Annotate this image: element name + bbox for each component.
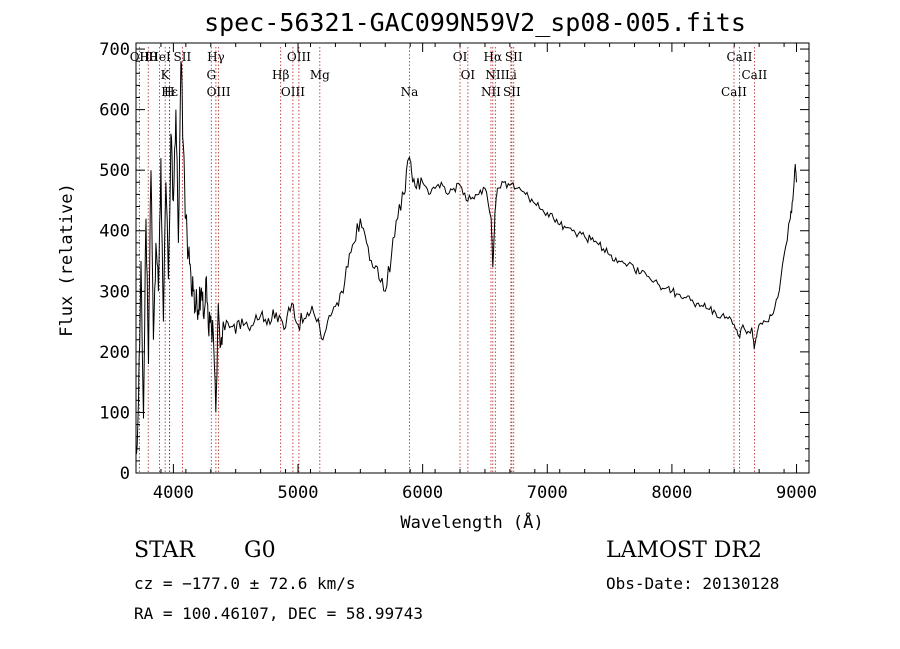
- y-tick-label: 600: [99, 101, 130, 121]
- y-tick-label: 300: [99, 282, 130, 302]
- line-marker-label: SII: [174, 50, 192, 64]
- y-axis-label: Flux (relative): [57, 183, 77, 337]
- line-marker-label: CaII: [741, 68, 767, 82]
- line-marker-label: Hγ: [207, 50, 225, 64]
- x-tick-label: 4000: [153, 483, 194, 503]
- ra-dec-coordinates: RA = 100.46107, DEC = 58.99743: [134, 604, 423, 623]
- line-marker-label: Hβ: [272, 68, 289, 82]
- y-tick-label: 0: [120, 464, 130, 484]
- line-marker-label: OI: [461, 68, 476, 82]
- x-tick-label: 9000: [776, 483, 817, 503]
- line-marker-label: SII: [503, 85, 521, 99]
- y-tick-label: 500: [99, 161, 130, 181]
- y-tick-label: 200: [99, 343, 130, 363]
- line-markers: [138, 47, 755, 473]
- y-axis: 0 100 200 300 400 500 600 700: [99, 40, 809, 484]
- x-tick-label: 8000: [651, 483, 692, 503]
- line-marker-label: CaII: [721, 85, 747, 99]
- line-marker-label: SII: [505, 50, 523, 64]
- line-marker-label: H: [164, 85, 174, 99]
- x-tick-label: 7000: [527, 483, 568, 503]
- line-marker-label: Hε: [161, 85, 178, 99]
- object-class: STAR: [134, 538, 195, 563]
- line-marker-label: Hα: [484, 50, 503, 64]
- x-axis: 4000 5000 6000 7000 8000 9000: [135, 43, 817, 503]
- plot-frame: [135, 42, 810, 474]
- line-marker-label: CaII: [727, 50, 753, 64]
- line-marker-label: OII: [130, 50, 150, 64]
- chart-title: spec-56321-GAC099N59V2_sp08-005.fits: [204, 8, 746, 37]
- line-marker-label: OIII: [207, 85, 231, 99]
- x-tick-label: 6000: [402, 483, 443, 503]
- y-tick-label: 100: [99, 403, 130, 423]
- line-marker-label: Na: [401, 85, 419, 99]
- survey-name: LAMOST DR2: [606, 538, 762, 563]
- y-tick-label: 700: [99, 40, 130, 60]
- x-tick-label: 5000: [278, 483, 319, 503]
- line-marker-label: HeI: [148, 50, 171, 64]
- line-marker-label: NII: [485, 68, 505, 82]
- object-subclass: G0: [244, 538, 276, 563]
- line-marker-label: OIII: [281, 85, 305, 99]
- line-marker-labels: Hθ KH OII HeI Hε SII G OIII Hγ Hβ OIII OIII Mg Na OI OI…: [130, 50, 768, 99]
- line-marker-label: Hθ: [139, 50, 157, 64]
- y-tick-label: 400: [99, 222, 130, 242]
- spectrum-line: [135, 61, 797, 455]
- line-marker-label: K: [161, 68, 171, 82]
- line-marker-label: NII: [481, 85, 501, 99]
- line-marker-label: G: [206, 68, 216, 82]
- redshift-velocity: cz = −177.0 ± 72.6 km/s: [134, 574, 356, 593]
- line-marker-label: OIII: [287, 50, 311, 64]
- line-marker-label: OI: [453, 50, 468, 64]
- line-marker-label: Mg: [310, 68, 330, 82]
- observation-date: Obs-Date: 20130128: [606, 574, 780, 593]
- x-axis-label: Wavelength (Å): [400, 511, 543, 533]
- spectrum-series: [135, 61, 797, 455]
- line-marker-label: Li: [505, 68, 517, 82]
